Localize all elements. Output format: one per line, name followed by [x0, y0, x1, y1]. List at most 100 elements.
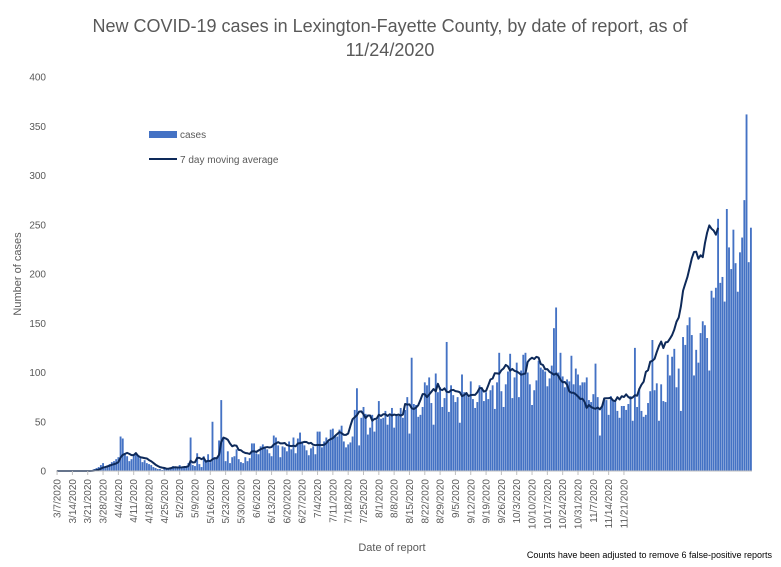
- case-bar: [607, 414, 610, 471]
- x-tick-label: 8/1/2020: [374, 479, 385, 518]
- case-bar: [150, 465, 153, 471]
- case-bar: [156, 469, 159, 471]
- case-bar: [566, 379, 568, 471]
- case-bar: [537, 360, 540, 471]
- case-bar: [384, 410, 387, 471]
- case-bar: [443, 398, 446, 471]
- case-bar: [493, 408, 496, 471]
- y-axis-ticks: 0 50 100 150 200 250 300 350 400: [29, 73, 46, 478]
- case-bar: [695, 349, 698, 471]
- case-bar: [353, 409, 356, 471]
- case-bar: [331, 428, 334, 471]
- x-tick-label: 6/27/2020: [298, 479, 309, 524]
- case-bar: [644, 414, 647, 471]
- case-bar: [651, 340, 654, 471]
- case-bar: [163, 468, 166, 471]
- case-bar: [701, 321, 704, 471]
- case-bar: [636, 406, 639, 471]
- case-bar: [668, 375, 671, 471]
- case-bar: [682, 337, 684, 471]
- case-bar: [749, 227, 752, 471]
- case-bar: [285, 451, 288, 471]
- case-bar: [472, 399, 474, 471]
- x-tick-label: 9/19/2020: [482, 479, 493, 524]
- case-bar: [342, 441, 345, 471]
- case-bar: [255, 453, 258, 471]
- case-bar: [581, 382, 584, 471]
- case-bar: [196, 453, 199, 471]
- case-bar: [246, 461, 249, 471]
- case-bar: [270, 456, 273, 471]
- x-tick-label: 4/4/2020: [114, 479, 125, 518]
- case-bar: [375, 419, 378, 471]
- case-bar: [310, 448, 312, 471]
- case-bar: [612, 401, 614, 471]
- case-bar: [351, 436, 354, 471]
- case-bar: [264, 447, 266, 471]
- case-bar: [380, 418, 382, 471]
- case-bar: [130, 459, 133, 471]
- case-bar: [428, 377, 431, 471]
- case-bar: [491, 385, 494, 471]
- case-bar: [159, 469, 161, 471]
- case-bar: [275, 437, 277, 471]
- case-bar: [480, 387, 483, 471]
- x-tick-label: 5/16/2020: [206, 479, 217, 524]
- x-tick-label: 7/25/2020: [359, 479, 370, 524]
- case-bar: [226, 451, 229, 471]
- case-bar: [421, 406, 424, 471]
- case-bar: [500, 391, 503, 471]
- case-bar: [194, 466, 196, 471]
- case-bar: [229, 463, 231, 471]
- case-bar: [629, 396, 632, 471]
- case-bar: [318, 431, 321, 471]
- line-series: [57, 224, 720, 472]
- case-bar: [616, 410, 619, 471]
- case-bar: [504, 384, 507, 471]
- case-bar: [401, 417, 404, 471]
- case-bar: [432, 424, 435, 471]
- x-tick-label: 8/8/2020: [390, 479, 401, 518]
- case-bar: [233, 456, 236, 471]
- case-bar: [528, 384, 531, 471]
- case-bar: [439, 387, 442, 471]
- case-bar: [327, 441, 330, 471]
- case-bar: [603, 398, 606, 471]
- y-tick-label: 100: [29, 368, 46, 379]
- case-bar: [456, 397, 459, 472]
- x-tick-label: 7/11/2020: [328, 479, 339, 523]
- x-tick-label: 3/7/2020: [53, 479, 64, 518]
- case-bar: [609, 396, 612, 471]
- y-tick-label: 150: [29, 319, 46, 330]
- x-tick-label: 7/18/2020: [344, 479, 355, 524]
- case-bar: [568, 381, 571, 471]
- case-bar: [104, 468, 107, 471]
- case-bar: [623, 405, 625, 471]
- y-tick-label: 50: [35, 417, 47, 428]
- case-bar: [325, 437, 328, 471]
- case-bar: [268, 453, 271, 471]
- x-tick-label: 10/3/2020: [512, 479, 523, 524]
- case-bar: [631, 420, 634, 471]
- case-bar: [452, 395, 455, 471]
- case-bar: [474, 407, 477, 471]
- case-bar: [489, 390, 492, 471]
- case-bar: [183, 467, 185, 471]
- case-bar: [213, 457, 216, 471]
- legend: cases 7 day moving average: [149, 130, 279, 166]
- x-tick-label: 5/9/2020: [190, 479, 201, 518]
- case-bar: [467, 397, 470, 472]
- case-bar: [552, 328, 555, 471]
- case-bar: [307, 455, 310, 471]
- case-bar: [653, 390, 656, 471]
- x-tick-label: 6/13/2020: [267, 479, 278, 524]
- case-bar: [666, 354, 669, 471]
- y-tick-label: 350: [29, 122, 46, 133]
- x-tick-label: 5/2/2020: [175, 479, 186, 518]
- case-bar: [261, 444, 264, 471]
- case-bar: [570, 355, 573, 471]
- case-bar: [717, 218, 720, 471]
- case-bar: [526, 372, 529, 471]
- case-bar: [240, 462, 242, 471]
